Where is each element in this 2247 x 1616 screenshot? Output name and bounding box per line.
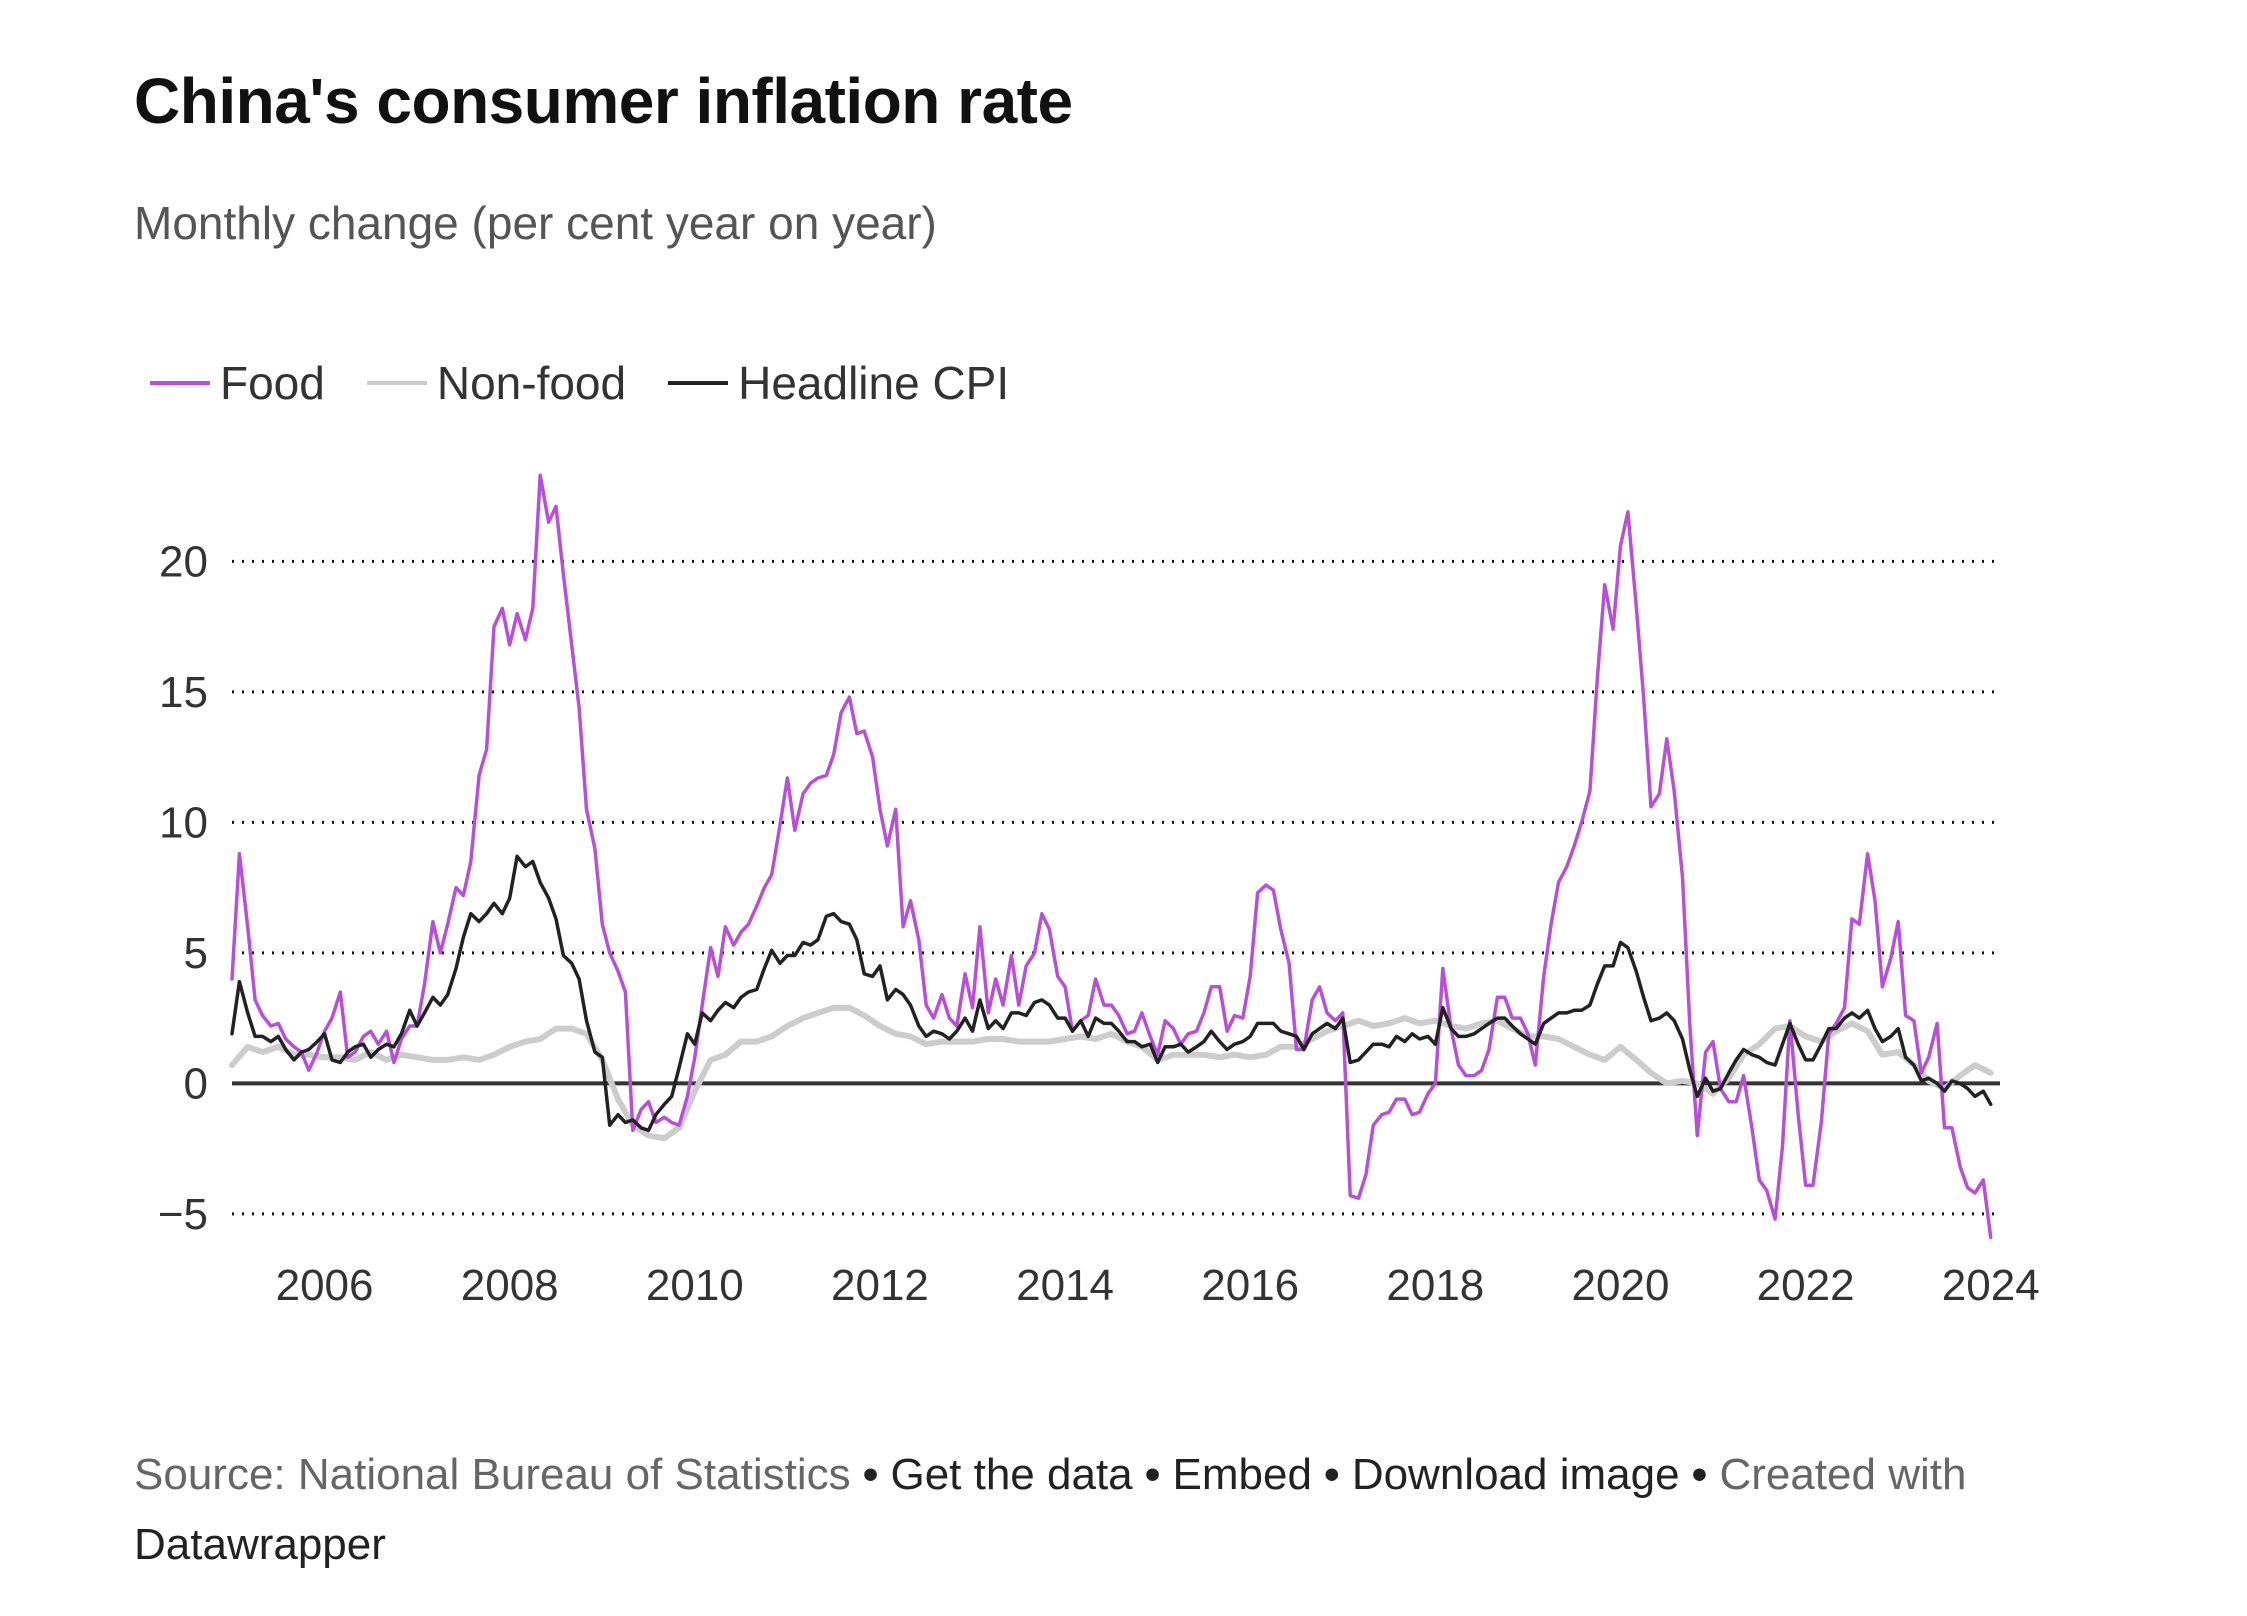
created-with-text: Created with [1719, 1450, 1967, 1499]
x-tick-label: 2024 [1942, 1261, 2040, 1310]
source-text: Source: National Bureau of Statistics [134, 1450, 851, 1499]
x-tick-label: 2018 [1386, 1261, 1484, 1310]
legend-swatch-food [150, 381, 210, 385]
x-axis-tick-labels: 2006 2008 2010 2012 2014 2016 2018 2020 2022 2024 [276, 1261, 2040, 1310]
footer-separator: • [1691, 1450, 1708, 1499]
get-data-link[interactable]: Get the data [890, 1450, 1133, 1499]
legend-label-nonfood: Non-food [436, 357, 627, 409]
y-tick-label: 5 [184, 929, 208, 978]
legend-item-headline: Headline CPI [668, 356, 1009, 410]
y-tick-label: 15 [159, 668, 208, 717]
datawrapper-link[interactable]: Datawrapper [134, 1520, 386, 1569]
chart-footer: Source: National Bureau of Statistics • … [134, 1440, 2194, 1580]
x-tick-label: 2010 [646, 1261, 744, 1310]
embed-link[interactable]: Embed [1172, 1450, 1312, 1499]
y-tick-label: −5 [158, 1190, 208, 1239]
chart-title: China's consumer inflation rate [134, 65, 1073, 137]
x-tick-label: 2016 [1201, 1261, 1299, 1310]
footer-separator: • [1324, 1450, 1340, 1499]
legend-swatch-nonfood [366, 381, 427, 385]
x-tick-label: 2012 [831, 1261, 929, 1310]
legend-label-food: Food [220, 357, 325, 409]
x-tick-label: 2008 [461, 1261, 559, 1310]
legend-item-food: Food [150, 356, 325, 410]
gridlines [232, 559, 2000, 1216]
legend-swatch-headline [668, 381, 729, 385]
chart-subtitle: Monthly change (per cent year on year) [134, 197, 937, 249]
y-tick-label: 0 [184, 1059, 208, 1108]
download-image-link[interactable]: Download image [1351, 1450, 1680, 1499]
legend-label-headline: Headline CPI [738, 357, 1010, 409]
x-tick-label: 2022 [1757, 1261, 1855, 1310]
series-lines [229, 473, 1994, 1240]
y-tick-label: 20 [159, 537, 208, 586]
y-axis-tick-labels: −5 0 5 10 15 20 [158, 537, 208, 1239]
chart-legend: Food Non-food Headline CPI [150, 356, 1051, 410]
x-tick-label: 2020 [1572, 1261, 1670, 1310]
x-tick-label: 2014 [1016, 1261, 1114, 1310]
series-line-non-food [229, 1004, 1994, 1142]
series-line-headline-cpi [230, 854, 1993, 1133]
x-tick-label: 2006 [276, 1261, 374, 1310]
footer-separator: • [862, 1450, 879, 1499]
y-tick-label: 10 [159, 798, 208, 847]
series-line-food [230, 473, 1993, 1240]
footer-separator: • [1144, 1450, 1161, 1499]
legend-item-nonfood: Non-food [366, 356, 627, 410]
